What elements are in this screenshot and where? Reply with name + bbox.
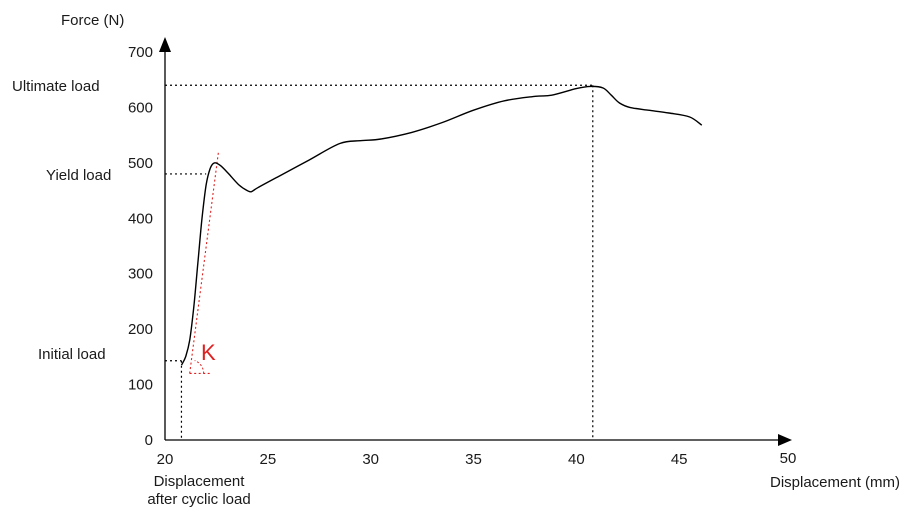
x-axis-arrow-icon <box>778 434 792 446</box>
x-tick-label: 45 <box>671 451 688 468</box>
x-tick-label: 40 <box>568 451 585 468</box>
y-tick-label: 700 <box>128 44 153 61</box>
x-tick-label: 25 <box>259 451 276 468</box>
y-axis-arrow-icon <box>159 37 171 52</box>
y-tick-labels: 0 100 200 300 400 500 600 700 <box>128 44 153 449</box>
y-tick-label: 300 <box>128 266 153 283</box>
stiffness-k-label: K <box>201 340 216 365</box>
y-axis-label: Force (N) <box>61 12 124 29</box>
stiffness-angle-arc <box>194 360 205 374</box>
cyclic-displacement-label-line1: Displacement <box>154 473 246 490</box>
axes <box>159 37 792 446</box>
y-tick-label: 500 <box>128 155 153 172</box>
y-tick-label: 0 <box>145 432 153 449</box>
guide-lines <box>165 84 594 440</box>
stiffness-tangent-line <box>189 151 220 374</box>
x-tick-labels: 20 25 30 35 40 45 50 <box>157 450 797 468</box>
initial-load-label: Initial load <box>38 346 106 363</box>
x-tick-label: 50 <box>780 450 797 467</box>
y-tick-label: 600 <box>128 99 153 116</box>
stiffness-construction <box>189 151 220 375</box>
yield-load-label: Yield load <box>46 167 111 184</box>
y-tick-label: 400 <box>128 210 153 227</box>
x-tick-label: 30 <box>362 451 379 468</box>
x-axis-label: Displacement (mm) <box>770 474 900 491</box>
x-tick-label: 20 <box>157 451 174 468</box>
x-tick-label: 35 <box>465 451 482 468</box>
y-tick-label: 100 <box>128 377 153 394</box>
cyclic-displacement-label-line2: after cyclic load <box>147 491 250 508</box>
load-displacement-curve <box>180 85 703 366</box>
y-tick-label: 200 <box>128 321 153 338</box>
ultimate-load-label: Ultimate load <box>12 78 100 95</box>
